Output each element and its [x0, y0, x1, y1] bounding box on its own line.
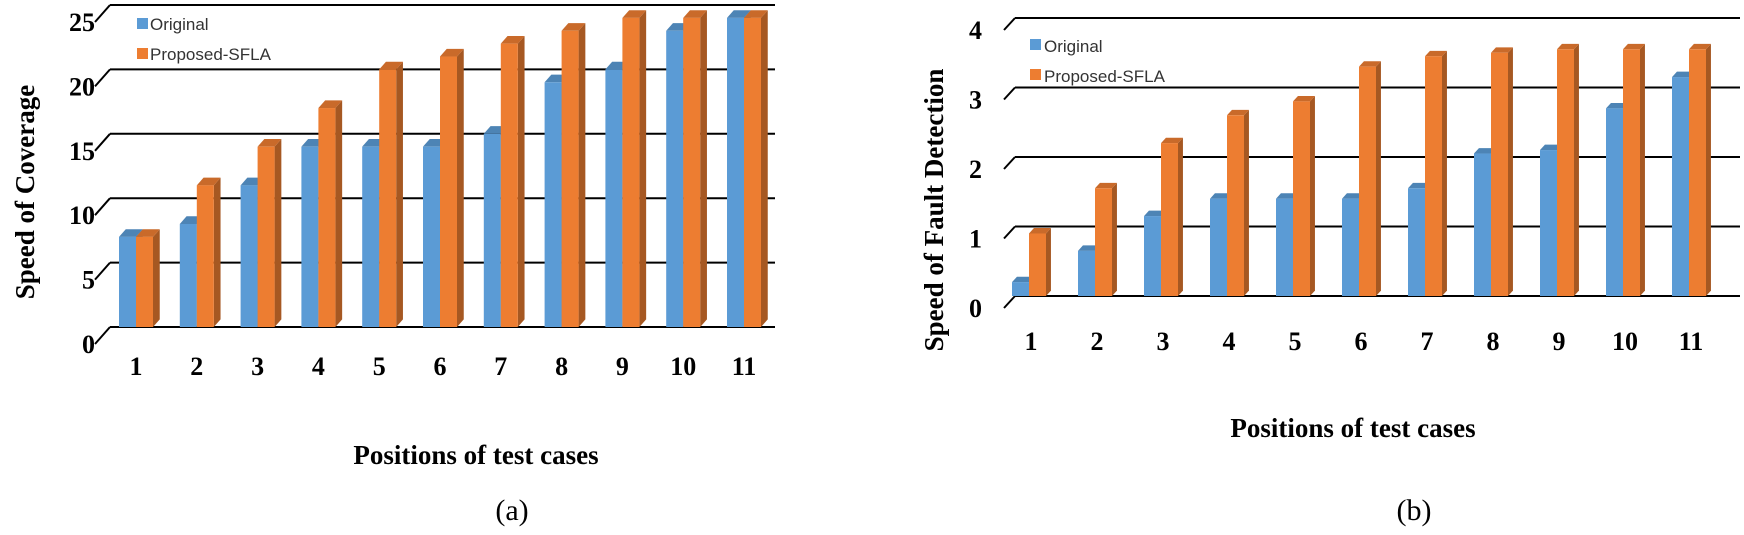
chart-a-x-tick-label: 2	[190, 352, 203, 381]
chart-a-legend-swatch-proposed	[137, 48, 148, 59]
chart-a-bar-proposed	[744, 10, 768, 327]
chart-b-bar-proposed	[1227, 109, 1249, 297]
chart-b-gridline-edge	[1003, 295, 1016, 309]
chart-b-y-tick-label: 1	[969, 225, 982, 254]
chart-a-x-tick-labels: 1 2 3 4 5 6 7 8 9 10 11	[130, 352, 757, 381]
chart-b-bar-proposed	[1689, 43, 1711, 297]
chart-b-x-tick-label: 7	[1421, 327, 1434, 356]
chart-a-y-tick-label: 10	[69, 201, 95, 230]
chart-b-bar-proposed	[1557, 43, 1579, 297]
chart-a-x-tick-label: 9	[616, 352, 629, 381]
chart-b-x-tick-label: 4	[1223, 327, 1236, 356]
chart-b-gridline-edge	[1003, 86, 1016, 101]
chart-a-x-tick-label: 1	[130, 352, 143, 381]
chart-a-gridline-edge	[94, 4, 111, 23]
chart-b-bar-proposed	[1623, 43, 1645, 297]
chart-a-gridline-edge	[94, 197, 111, 216]
chart-b-x-tick-label: 10	[1612, 327, 1638, 356]
chart-a-legend-swatch-original	[137, 18, 148, 29]
chart-b-x-tick-label: 6	[1355, 327, 1368, 356]
chart-b-y-tick-labels: 0 1 2 3 4	[969, 16, 982, 323]
chart-a-bar-proposed	[136, 229, 160, 327]
chart-b-x-tick-label: 9	[1553, 327, 1566, 356]
chart-a-x-tick-label: 10	[670, 352, 696, 381]
chart-b-bar-proposed	[1095, 182, 1117, 296]
chart-b-x-tick-label: 2	[1091, 327, 1104, 356]
chart-a-bar-proposed	[622, 10, 647, 327]
chart-a-legend-label-proposed: Proposed-SFLA	[150, 45, 272, 64]
chart-a-bar-proposed	[379, 61, 403, 328]
chart-a-x-tick-label: 11	[732, 352, 757, 381]
chart-b-legend-swatch-original	[1030, 39, 1041, 50]
chart-a-x-tick-label: 3	[251, 352, 264, 381]
chart-a-bar-proposed	[257, 139, 282, 327]
chart-a-y-tick-label: 0	[82, 330, 95, 359]
chart-b-legend-label-original: Original	[1044, 37, 1103, 56]
chart-a-bars	[119, 10, 768, 328]
chart-a-gridline-edge	[94, 326, 111, 345]
chart-a: 0 5 10 15 20 25 1 2 3 4 5 6 7 8 9 10 11 Original Propos…	[10, 4, 775, 527]
chart-b-gridline-edge	[1003, 17, 1016, 31]
chart-a-bar-proposed	[318, 100, 343, 327]
chart-a-x-tick-label: 6	[434, 352, 447, 381]
chart-a-legend-label-original: Original	[150, 15, 209, 34]
chart-a-bar-proposed	[500, 35, 525, 328]
chart-b-y-tick-label: 2	[969, 155, 982, 184]
chart-b-bar-proposed	[1359, 61, 1381, 297]
chart-b-x-axis-label: Positions of test cases	[1230, 413, 1475, 443]
chart-b-x-tick-label: 11	[1679, 327, 1704, 356]
chart-a-y-tick-label: 20	[69, 72, 95, 101]
chart-b-legend-label-proposed: Proposed-SFLA	[1044, 67, 1166, 86]
chart-b-panel-label: (b)	[1397, 494, 1432, 527]
chart-b-bar-proposed	[1491, 47, 1513, 296]
chart-b-x-tick-label: 8	[1487, 327, 1500, 356]
chart-b-bars	[1012, 43, 1711, 297]
chart-a-bar-proposed	[683, 10, 707, 327]
chart-b-y-axis-label: Speed of Fault Detection	[919, 69, 949, 352]
chart-a-gridline-edge	[94, 133, 111, 152]
chart-a-y-tick-label: 15	[69, 137, 95, 166]
chart-a-panel-label: (a)	[495, 494, 528, 527]
chart-a-gridline-edge	[94, 261, 111, 281]
chart-a-x-tick-label: 5	[373, 352, 386, 381]
chart-b-gridline-edge	[1003, 225, 1016, 240]
chart-a-y-tick-labels: 0 5 10 15 20 25	[69, 8, 95, 359]
chart-a-y-tick-label: 25	[69, 8, 95, 37]
chart-b-y-tick-label: 3	[969, 86, 982, 115]
chart-a-x-axis-label: Positions of test cases	[353, 440, 598, 470]
chart-b-x-tick-labels: 1 2 3 4 5 6 7 8 9 10 11	[1025, 327, 1704, 356]
chart-b-legend-swatch-proposed	[1030, 69, 1041, 80]
chart-a-gridline-edge	[94, 68, 111, 88]
chart-a-y-tick-label: 5	[82, 266, 95, 295]
chart-b-gridline-edge	[1003, 156, 1016, 170]
chart-b-bar-proposed	[1425, 50, 1447, 297]
chart-a-bar-proposed	[440, 48, 464, 328]
chart-a-x-tick-label: 7	[494, 352, 507, 381]
chart-b-bar-proposed	[1161, 137, 1183, 296]
chart-b: 0 1 2 3 4 1 2 3 4 5 6 7 8 9 10 11 Original Proposed-SF…	[919, 16, 1740, 527]
chart-b-bar-proposed	[1029, 228, 1051, 296]
chart-b-x-tick-label: 1	[1025, 327, 1038, 356]
chart-a-legend: Original Proposed-SFLA	[137, 15, 272, 64]
chart-b-x-tick-label: 5	[1289, 327, 1302, 356]
chart-a-x-tick-label: 8	[555, 352, 568, 381]
chart-a-bar-proposed	[196, 177, 221, 327]
chart-a-y-axis-label: Speed of Coverage	[10, 85, 40, 299]
chart-a-bar-proposed	[561, 23, 586, 328]
chart-a-x-tick-label: 4	[312, 352, 325, 381]
chart-b-x-tick-label: 3	[1157, 327, 1170, 356]
chart-b-legend: Original Proposed-SFLA	[1030, 37, 1166, 86]
chart-b-y-tick-label: 0	[969, 294, 982, 323]
chart-b-y-tick-label: 4	[969, 16, 982, 45]
chart-b-bar-proposed	[1293, 96, 1315, 297]
